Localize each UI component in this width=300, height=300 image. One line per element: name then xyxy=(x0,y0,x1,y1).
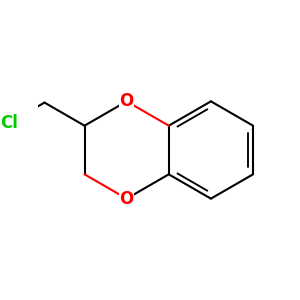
Text: O: O xyxy=(119,92,134,110)
Text: Cl: Cl xyxy=(0,114,18,132)
Text: O: O xyxy=(119,190,134,208)
